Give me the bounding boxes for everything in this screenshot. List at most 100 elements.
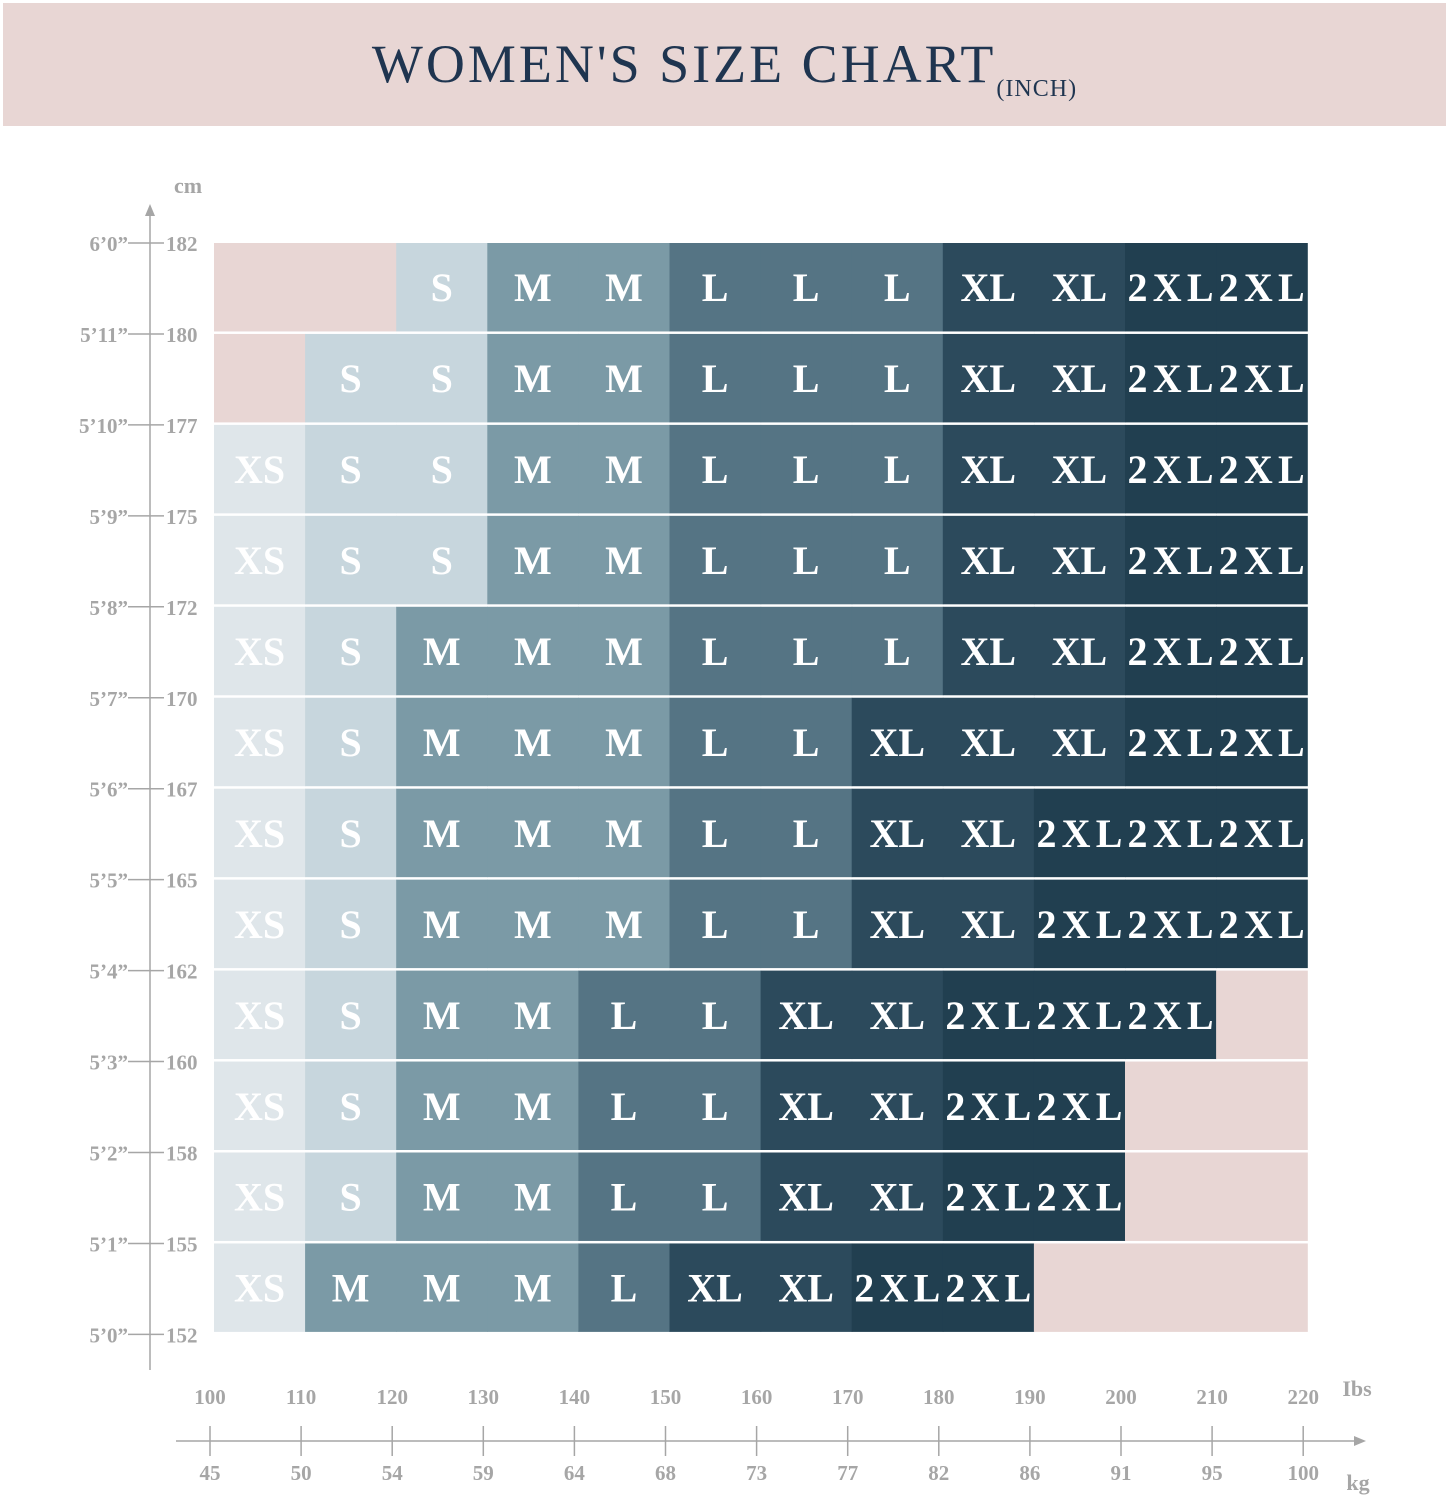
title-text: WOMEN'S SIZE CHART: [371, 34, 997, 94]
size-cell: [669, 606, 762, 696]
x-tick-label-lbs: 190: [1014, 1385, 1046, 1409]
size-label: 2XL: [1219, 538, 1305, 583]
size-label: L: [702, 538, 729, 583]
size-label: 2XL: [1219, 629, 1305, 674]
size-label: M: [514, 447, 552, 492]
y-axis-arrow: [145, 204, 155, 216]
size-cell: [578, 424, 671, 514]
size-label: L: [793, 265, 820, 310]
size-cell: [1033, 1243, 1126, 1332]
y-tick-label-cm: 172: [166, 596, 198, 620]
size-label: XL: [961, 629, 1017, 674]
y-tick-label-cm: 165: [166, 869, 198, 893]
x-tick-label-lbs: 210: [1196, 1385, 1228, 1409]
size-label: M: [423, 1266, 461, 1311]
size-cell: [1216, 515, 1308, 605]
size-cell: [851, 333, 944, 423]
size-cell: [1216, 1243, 1308, 1332]
size-label: M: [605, 356, 643, 401]
y-tick-label-feet: 5’8”: [90, 596, 129, 620]
size-cell: [305, 424, 397, 514]
x-tick-label-kg: 68: [655, 1461, 676, 1485]
size-label: M: [605, 629, 643, 674]
size-label: S: [431, 538, 453, 583]
x-tick-label-kg: 64: [564, 1461, 586, 1485]
size-cell: [1033, 788, 1126, 878]
size-cell: [214, 1152, 306, 1241]
y-tick-label-cm: 158: [166, 1142, 198, 1166]
size-label: S: [340, 629, 362, 674]
size-cell: [487, 1152, 579, 1241]
size-cell: [305, 1152, 397, 1241]
size-cell: [396, 424, 488, 514]
size-cell: [669, 1152, 762, 1241]
size-cell: [578, 1152, 671, 1241]
size-label: XS: [234, 538, 285, 583]
size-label: 2XL: [1128, 356, 1214, 401]
size-label: M: [514, 356, 552, 401]
size-cell: [396, 606, 488, 696]
size-label: 2XL: [1128, 993, 1214, 1038]
y-tick-label-feet: 5’5”: [90, 869, 129, 893]
size-cell: [669, 424, 762, 514]
size-cell: [305, 606, 397, 696]
size-label: S: [340, 720, 362, 765]
size-cell: [851, 243, 944, 332]
size-label: L: [702, 356, 729, 401]
size-cell: [578, 515, 671, 605]
y-tick-label-feet: 5’11”: [80, 323, 128, 347]
size-label: 2XL: [1219, 447, 1305, 492]
size-label: M: [514, 811, 552, 856]
size-cell: [851, 788, 944, 878]
size-label: L: [702, 1175, 729, 1220]
size-cell: [1033, 243, 1126, 332]
size-label: XS: [234, 720, 285, 765]
x-tick-label-kg: 59: [473, 1461, 494, 1485]
size-cell: [1125, 1061, 1217, 1150]
size-cell: [942, 333, 1035, 423]
size-label: L: [793, 902, 820, 947]
size-label: M: [605, 811, 643, 856]
x-tick-label-lbs: 180: [923, 1385, 955, 1409]
title-unit: (INCH): [996, 76, 1078, 102]
size-cell: [578, 970, 671, 1060]
size-label: L: [793, 356, 820, 401]
size-label: XL: [1052, 447, 1108, 492]
size-label: XS: [234, 993, 285, 1038]
size-label: XL: [961, 811, 1017, 856]
size-cell: [1033, 697, 1126, 787]
size-label: 2XL: [1128, 720, 1214, 765]
size-cell: [942, 788, 1035, 878]
size-cell: [760, 970, 853, 1060]
size-label: 2XL: [1128, 902, 1214, 947]
size-cell: [396, 1243, 488, 1332]
size-label: L: [702, 811, 729, 856]
y-tick-label-cm: 162: [166, 960, 198, 984]
size-label: M: [514, 720, 552, 765]
size-label: 2XL: [1036, 902, 1122, 947]
size-label: S: [340, 811, 362, 856]
size-cell: [851, 1152, 944, 1241]
size-label: XL: [1052, 538, 1108, 583]
size-label: S: [340, 902, 362, 947]
size-cell: [1125, 1152, 1217, 1241]
size-label: L: [702, 447, 729, 492]
size-cell: [760, 515, 853, 605]
size-cell: [1033, 1061, 1126, 1150]
size-cell: [942, 243, 1035, 332]
size-cell: [669, 970, 762, 1060]
x-tick-label-lbs: 150: [650, 1385, 682, 1409]
size-label: XL: [961, 902, 1017, 947]
size-cell: [487, 1061, 579, 1150]
size-cell: [214, 243, 306, 332]
size-cell: [669, 697, 762, 787]
size-cell: [214, 788, 306, 878]
size-label: XS: [234, 629, 285, 674]
size-cell: [1216, 606, 1308, 696]
x-tick-label-lbs: 130: [468, 1385, 500, 1409]
size-cell: [305, 333, 397, 423]
size-label: 2XL: [1036, 1175, 1122, 1220]
size-label: 2XL: [1036, 811, 1122, 856]
size-label: XL: [778, 993, 834, 1038]
